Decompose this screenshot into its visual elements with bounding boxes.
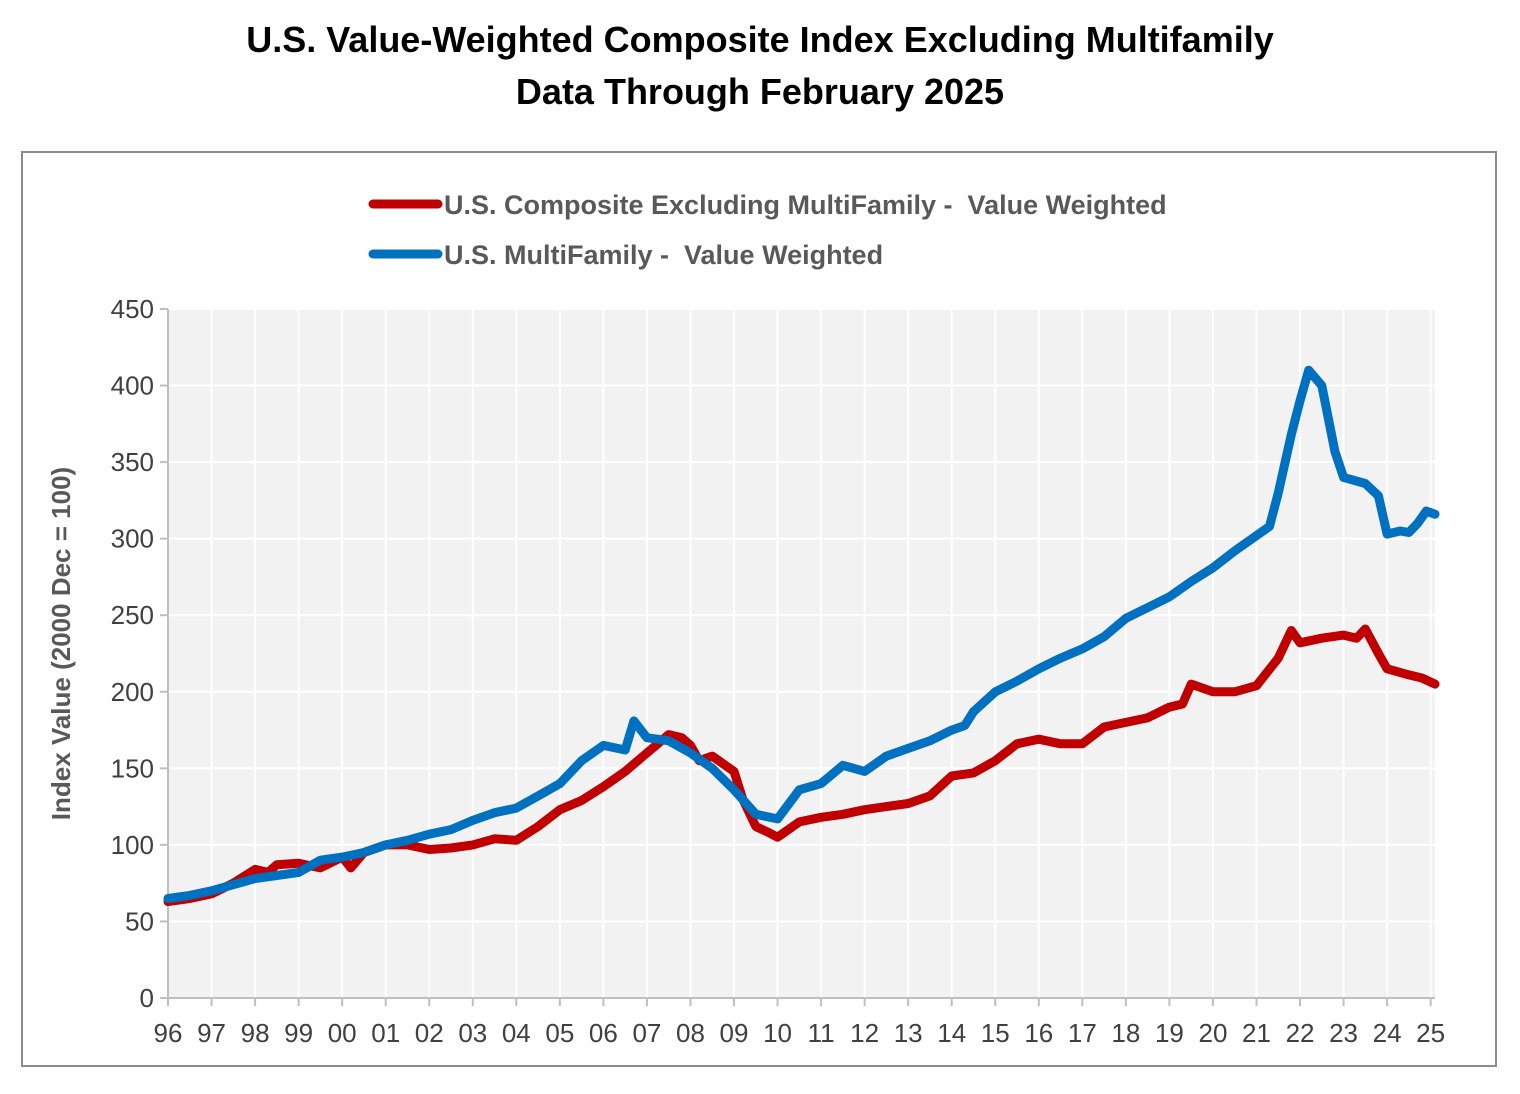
legend: U.S. Composite Excluding MultiFamily - V… [368, 190, 1167, 270]
y-tick-label: 450 [111, 294, 154, 324]
gridlines [168, 308, 1435, 998]
x-tick-label: 05 [545, 1018, 574, 1048]
y-axis-label: Index Value (2000 Dec = 100) [46, 467, 76, 820]
x-tick-label: 20 [1198, 1018, 1227, 1048]
chart-subtitle: Data Through February 2025 [515, 71, 1005, 112]
legend-label: U.S. MultiFamily - Value Weighted [444, 240, 883, 270]
x-tick-label: 00 [328, 1018, 357, 1048]
x-tick-label: 97 [197, 1018, 226, 1048]
x-tick-label: 12 [850, 1018, 879, 1048]
x-tick-label: 01 [371, 1018, 400, 1048]
x-tick-label: 98 [241, 1018, 270, 1048]
x-tick-label: 24 [1373, 1018, 1402, 1048]
chart-frame: U.S. Composite Excluding MultiFamily - V… [21, 151, 1497, 1067]
x-tick-label: 21 [1242, 1018, 1271, 1048]
x-tick-label: 03 [458, 1018, 487, 1048]
x-tick-label: 19 [1155, 1018, 1184, 1048]
x-tick-label: 17 [1068, 1018, 1097, 1048]
series-line-multifamily [163, 365, 1440, 903]
line-chart: U.S. Composite Excluding MultiFamily - V… [46, 190, 1445, 1048]
x-tick-label: 10 [763, 1018, 792, 1048]
x-tick-label: 99 [284, 1018, 313, 1048]
x-tick-label: 96 [154, 1018, 183, 1048]
x-tick-label: 04 [502, 1018, 531, 1048]
chart-title: U.S. Value-Weighted Composite Index Excl… [246, 19, 1274, 60]
x-tick-label: 14 [937, 1018, 966, 1048]
x-tick-label: 25 [1416, 1018, 1445, 1048]
x-tick-label: 16 [1024, 1018, 1053, 1048]
x-tick-label: 18 [1111, 1018, 1140, 1048]
x-tick-label: 07 [632, 1018, 661, 1048]
y-tick-label: 400 [111, 371, 154, 401]
legend-label: U.S. Composite Excluding MultiFamily - V… [444, 190, 1167, 220]
y-tick-label: 100 [111, 830, 154, 860]
y-tick-label: 300 [111, 524, 154, 554]
y-tick-label: 200 [111, 677, 154, 707]
x-tick-label: 09 [720, 1018, 749, 1048]
x-tick-label: 02 [415, 1018, 444, 1048]
x-tick-label: 08 [676, 1018, 705, 1048]
x-tick-label: 13 [894, 1018, 923, 1048]
x-tick-label: 15 [981, 1018, 1010, 1048]
y-tick-label: 150 [111, 753, 154, 783]
y-tick-label: 50 [125, 906, 154, 936]
x-tick-label: 06 [589, 1018, 618, 1048]
x-tick-label: 22 [1286, 1018, 1315, 1048]
x-tick-label: 23 [1329, 1018, 1358, 1048]
y-tick-label: 0 [140, 983, 154, 1013]
series-lines [163, 365, 1440, 906]
plot-background [168, 309, 1435, 998]
y-tick-label: 350 [111, 447, 154, 477]
y-tick-label: 250 [111, 600, 154, 630]
x-tick-label: 11 [808, 1018, 835, 1048]
